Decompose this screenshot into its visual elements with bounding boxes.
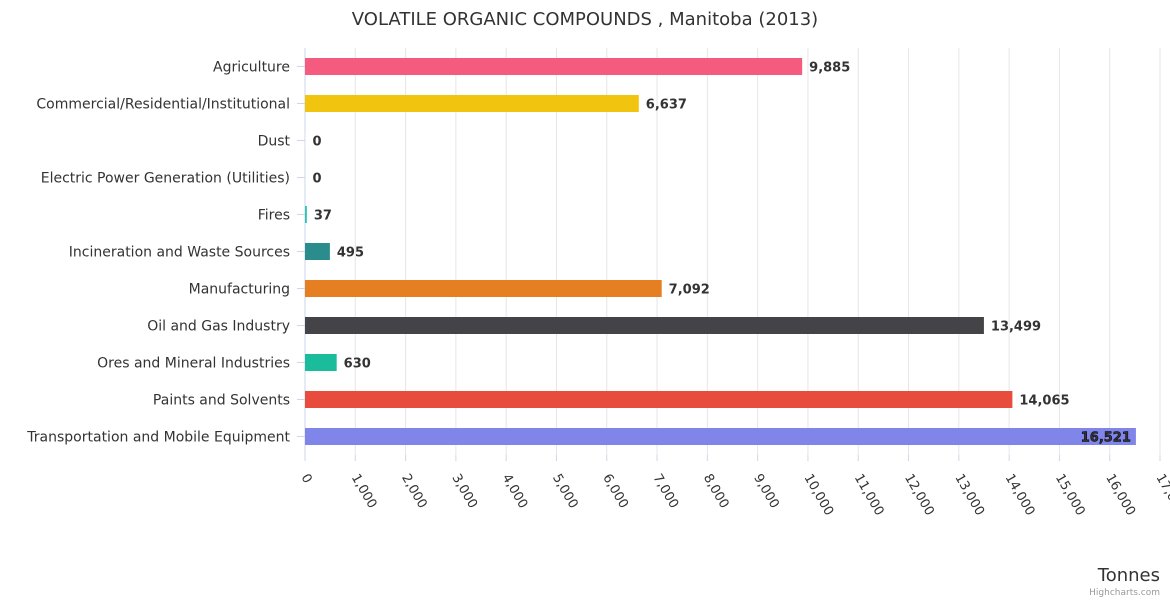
value-tick-label: 17,000 [1153,472,1170,519]
value-tick-label: 15,000 [1052,472,1088,519]
category-label: Electric Power Generation (Utilities) [41,171,290,187]
category-label: Dust [258,134,291,150]
value-tick-label: 1,000 [348,472,380,512]
bar [305,280,662,297]
value-tick-label: 14,000 [1002,472,1038,519]
category-label: Commercial/Residential/Institutional [36,97,290,113]
bar [305,428,1136,445]
data-label: 16,521 [1081,431,1131,446]
data-label: 9,885 [809,61,850,76]
value-tick-label: 16,000 [1102,472,1138,519]
value-tick-label: 8,000 [700,472,732,512]
bar [305,58,803,75]
data-label: 630 [344,357,371,372]
value-tick-label: 6,000 [599,472,631,512]
value-tick-label: 0 [298,472,315,487]
data-label: 37 [314,209,332,224]
data-label: 13,499 [991,320,1041,335]
value-tick-label: 7,000 [650,472,682,512]
bar [305,206,307,223]
value-tick-label: 13,000 [951,472,987,519]
data-label: 6,637 [646,98,687,113]
bar [305,243,330,260]
data-label: 0 [313,135,322,150]
bar [305,391,1013,408]
value-tick-label: 10,000 [800,472,836,519]
category-labels: Agriculture Commercial/Residential/Instit… [26,60,290,446]
bar [305,132,306,149]
data-label: 0 [313,172,322,187]
category-label: Agriculture [213,60,290,76]
category-label: Incineration and Waste Sources [69,245,290,261]
bar [305,354,337,371]
value-tick-label: 9,000 [750,472,782,512]
value-tick-label: 2,000 [398,472,430,512]
bars [305,58,1136,445]
gridlines [297,48,1161,461]
data-label: 14,065 [1019,394,1069,409]
value-tick-label: 11,000 [851,472,887,519]
value-tick-label: 3,000 [448,472,480,512]
chart-title: VOLATILE ORGANIC COMPOUNDS , Manitoba (2… [352,9,818,30]
value-axis-title: Tonnes [1097,565,1160,586]
bar [305,317,984,334]
chart-credits[interactable]: Highcharts.com [1089,588,1160,598]
data-label: 495 [337,246,364,261]
value-tick-label: 5,000 [549,472,581,512]
value-axis-tick-labels: 0 1,000 2,000 3,000 4,000 5,000 6,000 7,000 8,00… [298,472,1170,519]
data-label: 7,092 [669,283,710,298]
value-tick-label: 12,000 [901,472,937,519]
category-label: Ores and Mineral Industries [97,356,290,372]
category-label: Oil and Gas Industry [147,319,290,335]
bar [305,95,639,112]
category-label: Transportation and Mobile Equipment [26,430,290,446]
value-tick-label: 4,000 [499,472,531,512]
data-labels: 9,885 6,637 0 0 37 495 7,092 13,499 630 14,065 16,… [313,61,1132,446]
category-label: Paints and Solvents [153,393,290,409]
bar [305,169,306,186]
category-label: Fires [258,208,290,224]
category-label: Manufacturing [189,282,290,298]
